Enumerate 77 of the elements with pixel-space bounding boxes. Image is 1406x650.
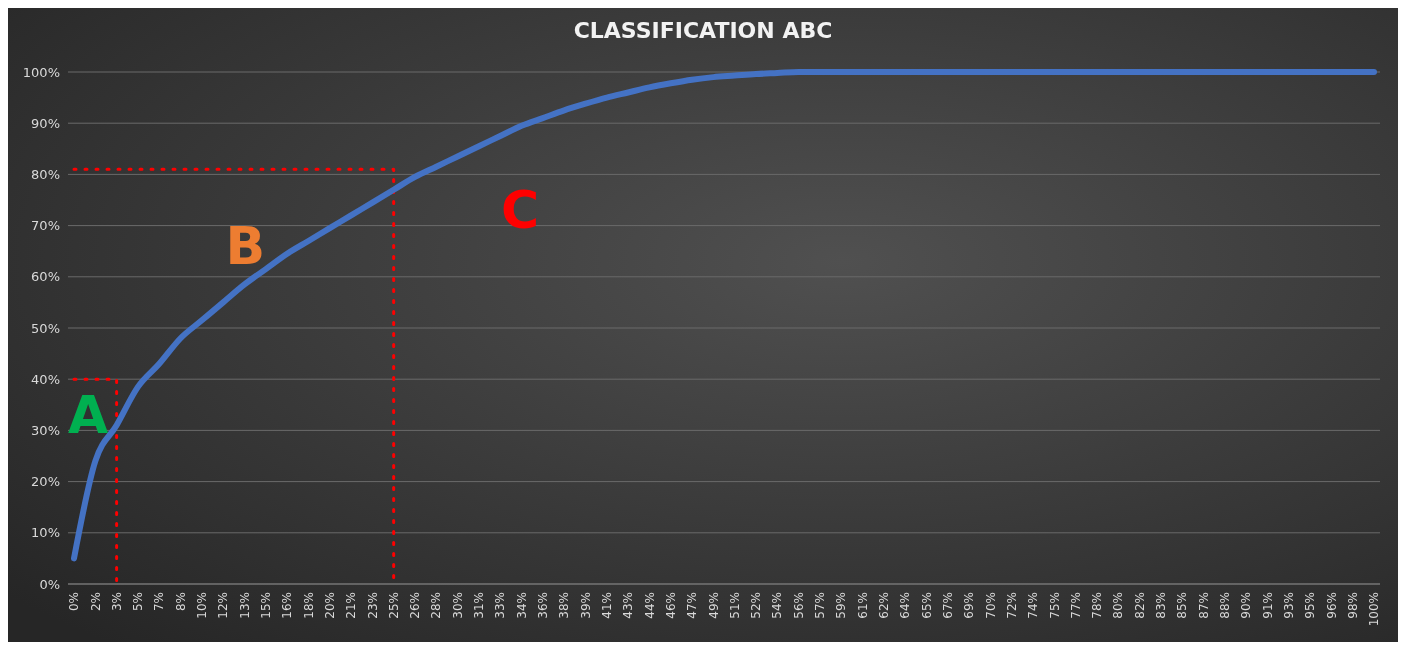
y-tick-label: 20%	[31, 474, 60, 490]
x-tick-label: 43%	[621, 592, 636, 619]
x-tick-label: 56%	[791, 592, 806, 619]
x-tick-label: 13%	[237, 592, 252, 619]
x-tick-label: 38%	[557, 592, 572, 619]
x-tick-label: 28%	[429, 592, 444, 619]
x-tick-label: 46%	[663, 592, 678, 619]
x-tick-label: 59%	[834, 592, 849, 619]
x-tick-label: 85%	[1175, 592, 1190, 619]
x-tick-label: 64%	[898, 592, 913, 619]
x-tick-label: 91%	[1260, 592, 1275, 619]
y-tick-label: 80%	[31, 166, 60, 182]
x-tick-label: 61%	[855, 592, 870, 619]
x-tick-label: 95%	[1303, 592, 1318, 619]
y-tick-label: 30%	[31, 422, 60, 438]
x-tick-label: 65%	[919, 592, 934, 619]
x-tick-label: 26%	[408, 592, 423, 619]
x-tick-label: 0%	[67, 592, 82, 612]
y-tick-label: 90%	[31, 115, 60, 131]
x-tick-label: 23%	[365, 592, 380, 619]
x-tick-label: 5%	[131, 592, 146, 612]
x-tick-label: 75%	[1047, 592, 1062, 619]
x-tick-label: 34%	[514, 592, 529, 619]
y-tick-label: 70%	[31, 218, 60, 234]
x-tick-label: 51%	[727, 592, 742, 619]
x-tick-label: 30%	[450, 592, 465, 619]
x-tick-label: 41%	[599, 592, 614, 619]
x-tick-label: 83%	[1154, 592, 1169, 619]
x-tick-label: 69%	[962, 592, 977, 619]
x-tick-label: 3%	[109, 592, 124, 612]
y-tick-label: 50%	[31, 320, 60, 336]
x-tick-label: 82%	[1132, 592, 1147, 619]
x-tick-label: 80%	[1111, 592, 1126, 619]
x-tick-label: 18%	[301, 592, 316, 619]
x-tick-label: 33%	[493, 592, 508, 619]
annotation: A	[68, 385, 109, 446]
x-tick-label: 12%	[216, 592, 231, 619]
x-tick-label: 90%	[1239, 592, 1254, 619]
annotation: C	[500, 180, 540, 241]
y-tick-label: 40%	[31, 371, 60, 387]
x-tick-label: 100%	[1367, 592, 1382, 627]
x-tick-label: 25%	[386, 592, 401, 619]
x-tick-label: 78%	[1090, 592, 1105, 619]
x-tick-label: 39%	[578, 592, 593, 619]
x-tick-label: 77%	[1068, 592, 1083, 619]
x-tick-label: 70%	[983, 592, 998, 619]
y-tick-label: 100%	[22, 64, 60, 80]
y-tick-label: 60%	[31, 269, 60, 285]
x-tick-label: 52%	[749, 592, 764, 619]
x-tick-label: 98%	[1345, 592, 1360, 619]
x-tick-label: 54%	[770, 592, 785, 619]
annotation: B	[225, 216, 266, 277]
x-tick-label: 7%	[152, 592, 167, 612]
x-tick-label: 44%	[642, 592, 657, 619]
x-tick-label: 15%	[259, 592, 273, 619]
x-tick-label: 74%	[1026, 592, 1041, 619]
y-tick-label: 10%	[31, 525, 60, 541]
x-tick-label: 49%	[706, 592, 721, 619]
x-tick-label: 36%	[536, 592, 551, 619]
x-tick-label: 88%	[1218, 592, 1233, 619]
x-tick-label: 57%	[813, 592, 828, 619]
x-tick-label: 93%	[1281, 592, 1296, 619]
x-tick-label: 96%	[1324, 592, 1339, 619]
x-tick-label: 21%	[344, 592, 359, 619]
x-tick-label: 10%	[195, 592, 210, 619]
x-tick-label: 87%	[1196, 592, 1211, 619]
x-tick-label: 8%	[173, 592, 188, 612]
chart-title: CLASSIFICATION ABC	[573, 18, 833, 43]
x-tick-label: 20%	[322, 592, 337, 619]
x-tick-label: 31%	[472, 592, 487, 619]
x-tick-label: 62%	[877, 592, 892, 619]
y-tick-label: 0%	[39, 576, 60, 592]
x-tick-label: 72%	[1004, 592, 1019, 619]
x-tick-label: 2%	[88, 592, 103, 612]
x-tick-label: 47%	[685, 592, 700, 619]
x-tick-label: 67%	[940, 592, 955, 619]
x-tick-label: 16%	[280, 592, 295, 619]
